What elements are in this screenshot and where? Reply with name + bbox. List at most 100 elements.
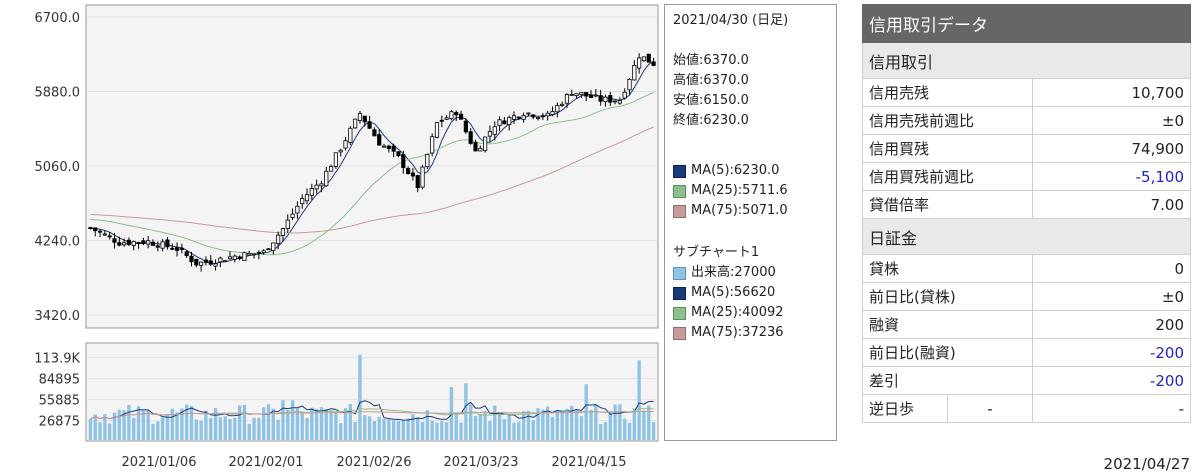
candle: [401, 150, 406, 174]
candle-body-up: [343, 140, 348, 149]
candle: [150, 239, 156, 246]
price-tick-label: 4240.0: [35, 235, 81, 250]
volume-bar: [199, 420, 203, 440]
swatch-vma75: [673, 326, 686, 340]
row-value: 0: [1032, 254, 1191, 283]
legend-vma75-label: MA(75):37236: [691, 325, 784, 340]
info-close: 終値:6230.0: [673, 113, 749, 128]
volume-bar: [401, 420, 405, 440]
candle-body-up: [213, 263, 218, 267]
row-label: 融資: [862, 310, 1033, 339]
candle: [285, 214, 290, 233]
candle: [579, 92, 584, 98]
volume-bar: [290, 400, 295, 440]
volume-bar: [276, 419, 280, 440]
volume-bar: [194, 419, 198, 440]
candle: [540, 112, 545, 121]
volume-bar: [281, 400, 285, 440]
candle: [189, 251, 194, 267]
candle-body-up: [276, 234, 281, 244]
candle-body-up: [483, 136, 488, 151]
ma-line-25: [90, 92, 654, 256]
volume-bar: [175, 412, 179, 440]
swatch-ma75: [673, 204, 686, 218]
candle-body-down: [406, 168, 411, 175]
candle: [160, 239, 165, 252]
volume-bar: [213, 407, 218, 440]
candle: [300, 194, 305, 209]
volume-bar: [314, 408, 319, 440]
candle-body-down: [410, 172, 415, 177]
candle: [531, 114, 536, 120]
x-tick-label: 2021/03/23: [444, 455, 519, 470]
subchart-title: サブチャート1: [673, 245, 760, 260]
candle-body-up: [425, 153, 430, 168]
volume-bar: [98, 422, 102, 440]
candle-body-up: [223, 260, 228, 263]
volume-bar: [358, 354, 362, 440]
candle: [420, 164, 425, 190]
candle: [641, 56, 647, 62]
candle-body-down: [174, 247, 180, 251]
row-value: -200: [1032, 338, 1191, 367]
legend-vma25-label: MA(25):40092: [691, 305, 784, 320]
candle: [574, 93, 579, 99]
candle: [473, 139, 478, 152]
volume-bar: [372, 421, 377, 440]
volume-bar: [271, 408, 276, 440]
candle: [367, 115, 372, 129]
candle: [155, 241, 160, 252]
candle-body-up: [146, 240, 151, 245]
candle-body-up: [593, 94, 598, 97]
price-tick-label: 5880.0: [35, 86, 81, 101]
candle: [521, 112, 526, 123]
candle: [454, 110, 459, 122]
candle: [535, 116, 541, 121]
credit-title-row: 信用取引データ: [862, 4, 1191, 43]
candle-body-up: [333, 152, 338, 167]
candle-body-down: [454, 112, 459, 116]
candle-body-down: [391, 145, 396, 152]
candle-body-down: [126, 239, 131, 245]
volume-bar: [348, 404, 353, 440]
volume-bar: [550, 416, 555, 440]
candle: [560, 101, 565, 107]
table-row: 差引 -200: [862, 366, 1191, 395]
candle: [102, 230, 107, 236]
volume-bar: [589, 409, 593, 440]
candle: [516, 116, 521, 121]
candle-body-down: [112, 238, 117, 243]
candle: [290, 208, 295, 221]
row-value: 74,900: [1032, 134, 1191, 163]
table-row: 前日比(貸株) ±0: [862, 282, 1191, 311]
volume-bar: [478, 413, 482, 440]
candle-body-up: [627, 78, 632, 91]
section-jsf-row: 日証金: [862, 218, 1191, 255]
volume-bar: [613, 404, 617, 440]
candle-body-down: [189, 255, 194, 263]
candle-body-up: [353, 118, 358, 129]
candle: [646, 53, 651, 63]
row-label: 信用売残前週比: [862, 106, 1033, 135]
candle-body-down: [531, 114, 536, 118]
candle-body-up: [550, 111, 555, 116]
candle-body-up: [449, 111, 454, 120]
candle: [280, 227, 286, 242]
candle: [314, 179, 319, 194]
volume-ma-line-5: [90, 400, 654, 421]
candle: [386, 144, 391, 153]
candle: [569, 89, 574, 96]
candle-body-down: [203, 259, 209, 263]
candle-body-down: [396, 151, 401, 157]
row-value: 200: [1032, 310, 1191, 339]
volume-bar: [594, 404, 598, 440]
candle-body-down: [598, 95, 603, 102]
candle: [526, 112, 531, 116]
credit-date: 2021/04/27: [1103, 455, 1190, 473]
candle-body-down: [646, 53, 651, 63]
swatch-ma25: [673, 184, 686, 198]
legend-ma25-label: MA(25):5711.6: [691, 183, 788, 198]
volume-bar: [570, 405, 574, 440]
volume-bar: [608, 411, 612, 440]
candle-body-down: [588, 94, 594, 98]
